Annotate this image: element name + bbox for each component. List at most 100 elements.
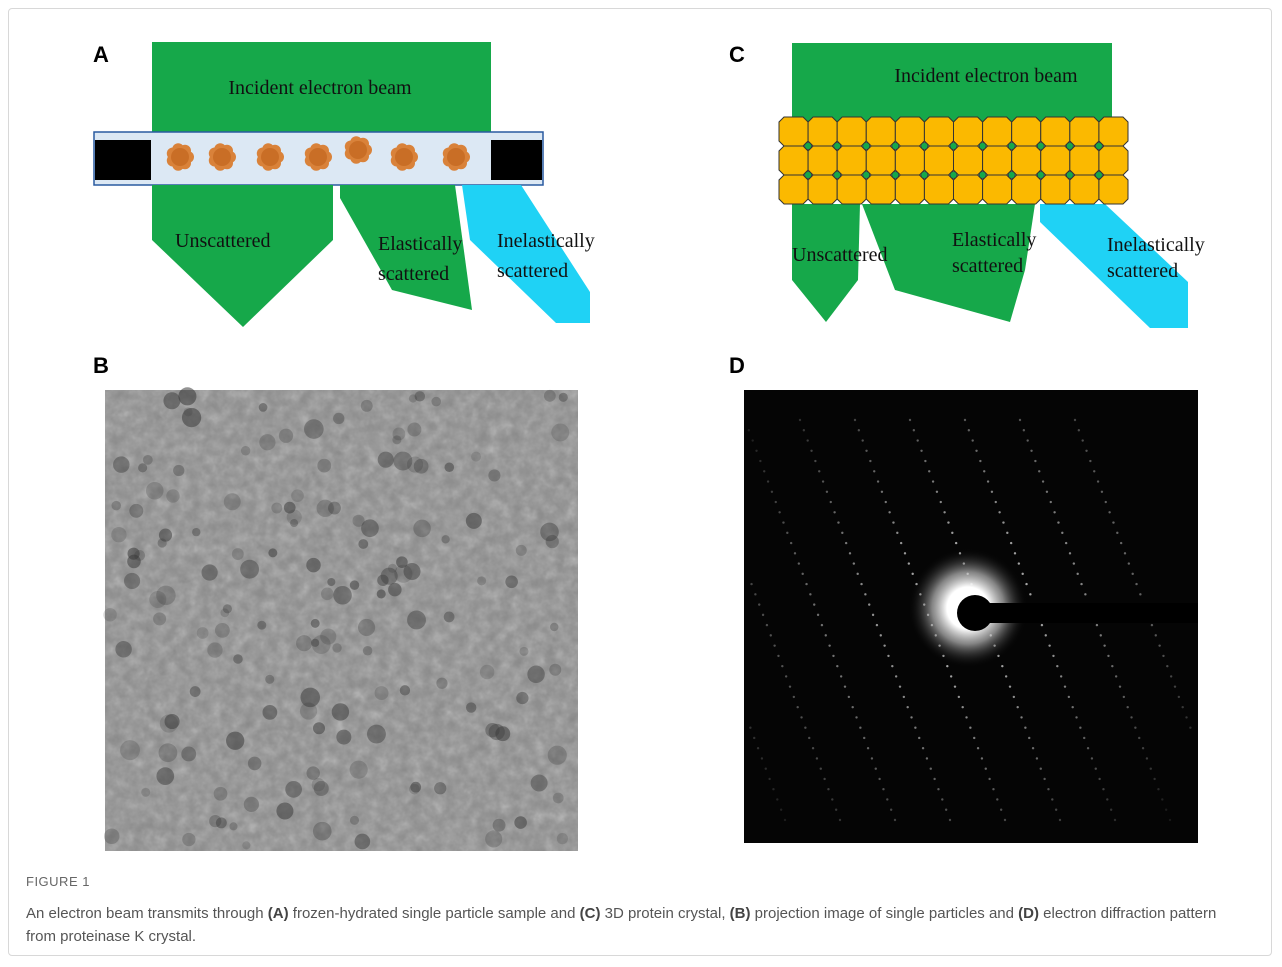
spot xyxy=(856,573,858,575)
spot xyxy=(1064,685,1066,687)
spot xyxy=(1060,675,1062,677)
spot xyxy=(1102,788,1104,790)
spot xyxy=(920,450,922,452)
spot xyxy=(1065,542,1067,544)
spot xyxy=(840,675,842,677)
spot xyxy=(1013,696,1015,698)
spot xyxy=(1028,737,1030,739)
particle-image xyxy=(182,833,195,846)
spot xyxy=(971,439,973,441)
unit-cell xyxy=(1012,117,1041,146)
spot xyxy=(765,768,767,770)
spot xyxy=(954,685,956,687)
spot xyxy=(933,778,935,780)
spot xyxy=(1052,655,1054,657)
spot xyxy=(1106,798,1108,800)
unit-cell xyxy=(954,175,983,204)
particle-image xyxy=(441,535,449,543)
spot xyxy=(822,480,824,482)
spot xyxy=(1134,726,1136,728)
spot xyxy=(932,480,934,482)
spot xyxy=(880,634,882,636)
particle-image xyxy=(229,822,237,830)
spot xyxy=(831,798,833,800)
panel-label: A xyxy=(93,42,109,67)
spot xyxy=(804,726,806,728)
spot xyxy=(1076,573,1078,575)
spot xyxy=(1053,511,1055,513)
spot xyxy=(1091,757,1093,759)
caption-text: frozen-hydrated single particle sample a… xyxy=(289,905,580,922)
spot xyxy=(1166,665,1168,667)
unit-cell xyxy=(1099,117,1128,146)
spot xyxy=(1019,419,1021,421)
spot xyxy=(1115,675,1117,677)
spot xyxy=(1059,819,1061,821)
unit-cell xyxy=(924,146,953,175)
particle-image xyxy=(244,797,259,812)
spot xyxy=(947,521,949,523)
particle-image xyxy=(317,500,334,517)
caption-text: An electron beam transmits through xyxy=(26,905,268,922)
unit-cell xyxy=(837,175,866,204)
particle-image xyxy=(407,423,421,437)
diagram-text: Elastically xyxy=(378,233,462,255)
spot xyxy=(1021,573,1023,575)
spot xyxy=(1114,819,1116,821)
spot xyxy=(1081,439,1083,441)
particle-image xyxy=(488,469,500,481)
spot xyxy=(841,532,843,534)
particle-image xyxy=(304,419,324,439)
spot xyxy=(826,491,828,493)
spot xyxy=(833,511,835,513)
particle-image xyxy=(271,503,282,514)
particle-image xyxy=(184,407,193,416)
spot xyxy=(757,747,759,749)
spot xyxy=(1124,552,1126,554)
spot xyxy=(832,655,834,657)
spot xyxy=(1158,644,1160,646)
particle-image xyxy=(149,591,166,608)
spot xyxy=(827,788,829,790)
spot xyxy=(830,501,832,503)
unit-cell xyxy=(779,117,808,146)
spot xyxy=(767,480,769,482)
particle-image xyxy=(311,619,320,628)
spot xyxy=(1029,593,1031,595)
unit-cell xyxy=(1070,175,1099,204)
spot xyxy=(996,798,998,800)
spot xyxy=(1004,819,1006,821)
particle-image xyxy=(407,611,426,630)
unit-cell xyxy=(895,146,924,175)
spot xyxy=(883,644,885,646)
spot xyxy=(771,491,773,493)
particle xyxy=(309,148,327,166)
spot xyxy=(1051,798,1053,800)
spot xyxy=(1032,747,1034,749)
particle-image xyxy=(477,576,486,585)
panel-label: B xyxy=(93,353,109,378)
spot xyxy=(871,757,873,759)
particle-image xyxy=(300,702,317,719)
spot xyxy=(891,665,893,667)
particle-image xyxy=(181,747,196,762)
spot xyxy=(969,726,971,728)
spot xyxy=(892,521,894,523)
spot xyxy=(1073,562,1075,564)
spot xyxy=(772,788,774,790)
spot xyxy=(1126,706,1128,708)
spot xyxy=(1024,726,1026,728)
spot xyxy=(1110,809,1112,811)
spot xyxy=(1139,593,1141,595)
particle-image xyxy=(226,732,244,750)
spot xyxy=(1005,675,1007,677)
solvent-channel xyxy=(950,143,957,150)
caption-ref: (A) xyxy=(268,905,289,922)
spot xyxy=(1100,634,1102,636)
unit-cell xyxy=(1041,117,1070,146)
spot xyxy=(1170,675,1172,677)
spot xyxy=(890,809,892,811)
particle-image xyxy=(306,766,319,779)
unit-cell xyxy=(808,175,837,204)
spot xyxy=(837,521,839,523)
